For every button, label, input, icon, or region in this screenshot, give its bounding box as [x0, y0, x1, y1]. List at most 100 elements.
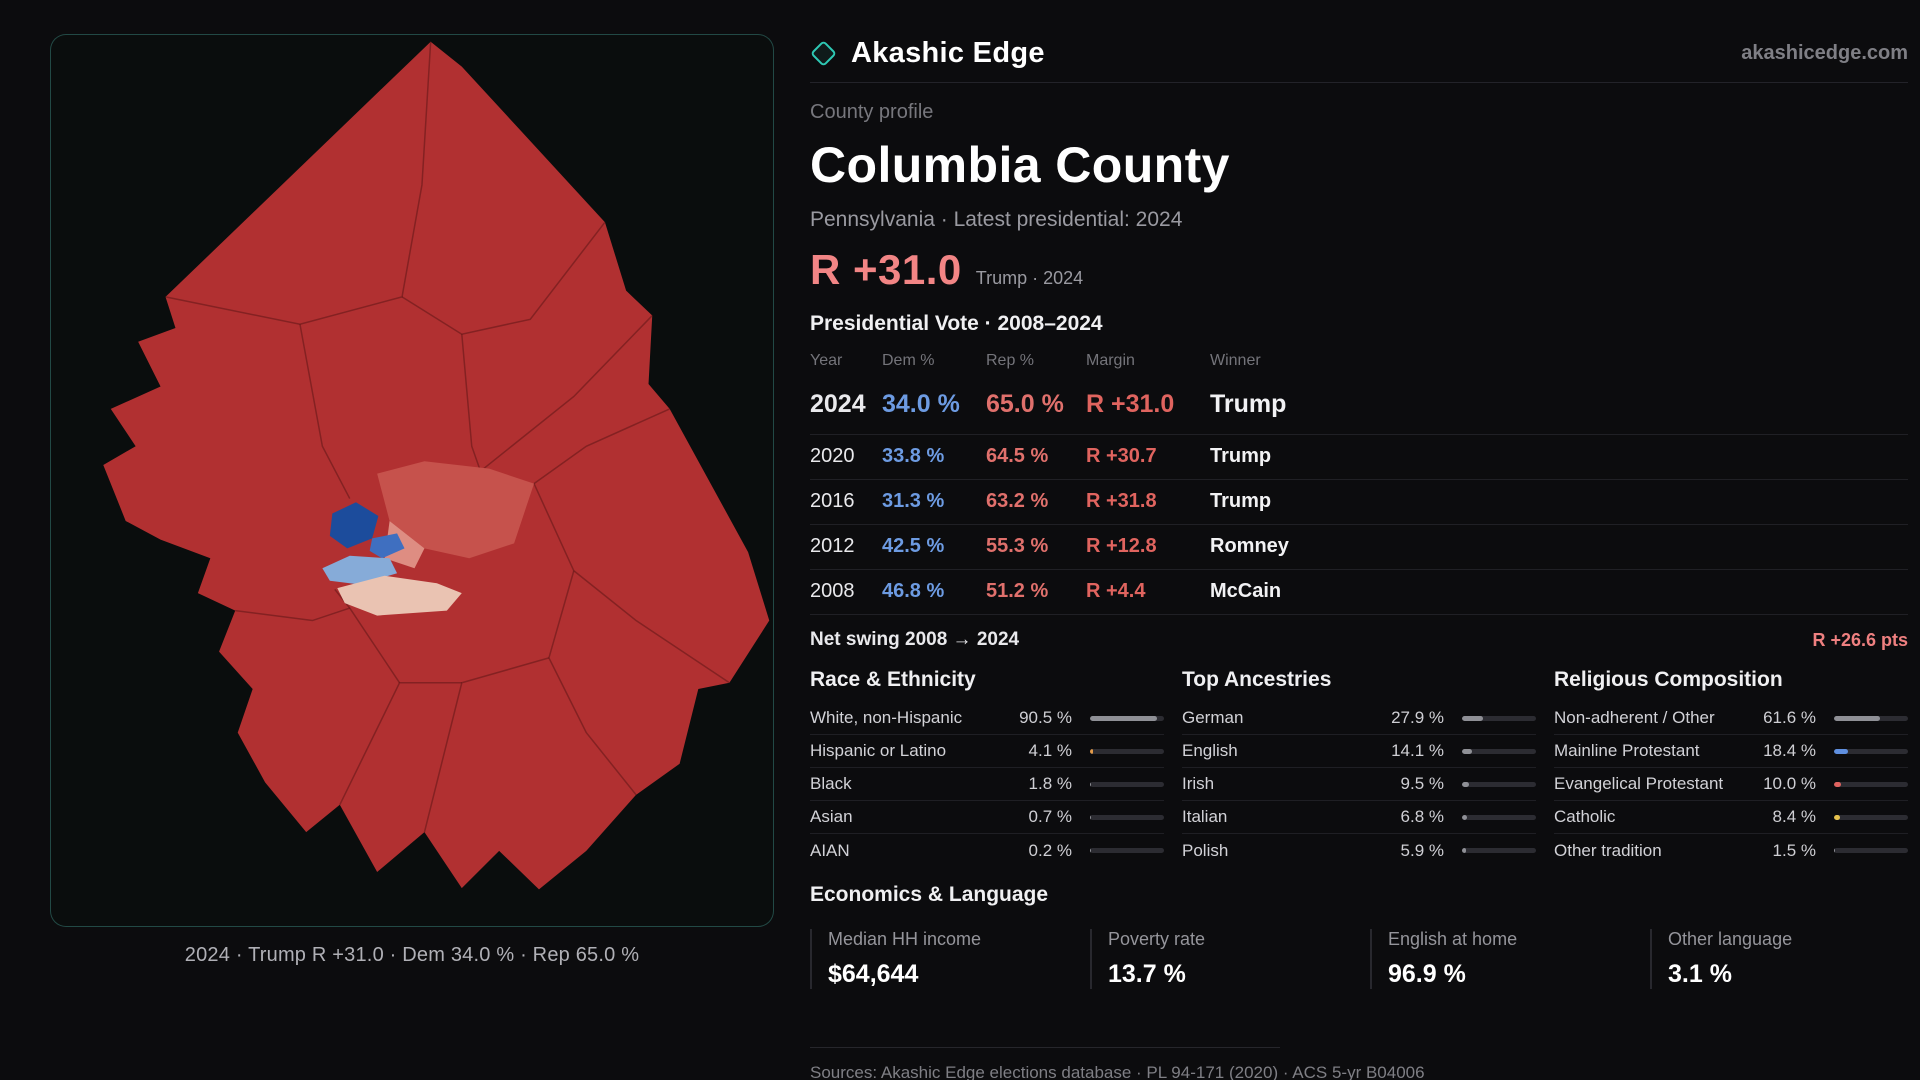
vote-column-header: Rep % [986, 352, 1035, 369]
demo-bar-fill [1090, 715, 1157, 721]
demo-bar [1462, 848, 1536, 853]
winner-cell: McCain [1210, 580, 1282, 602]
stat-value: 3.1 % [1668, 960, 1732, 988]
demo-value: 10.0 % [1763, 774, 1816, 793]
demo-label: Polish [1182, 840, 1229, 860]
demo-row: AIAN 0.2 % [810, 834, 1164, 867]
demo-value: 14.1 % [1391, 741, 1444, 760]
demo-bar-fill [1462, 715, 1483, 721]
demo-bar-fill [1090, 781, 1092, 787]
vote-row: 2016 31.3 % 63.2 % R +31.8 Trump [810, 480, 1908, 525]
demo-bar-fill [1834, 848, 1836, 853]
demo-label: Black [810, 774, 852, 793]
demo-row: White, non-Hispanic 90.5 % [810, 702, 1164, 735]
demo-bar-fill [1834, 781, 1842, 787]
demo-bar [1090, 814, 1164, 820]
vote-row: 2012 42.5 % 55.3 % R +12.8 Romney [810, 525, 1908, 570]
winner-cell: Romney [1210, 535, 1289, 557]
demo-row: German 27.9 % [1182, 702, 1536, 735]
header-divider [810, 82, 1908, 83]
year-cell: 2024 [810, 390, 866, 418]
demo-label: AIAN [810, 840, 850, 860]
demo-bar-fill [1462, 848, 1467, 853]
demo-bar [1834, 781, 1908, 787]
dem-cell: 34.0 % [882, 390, 960, 418]
dem-cell: 42.5 % [882, 535, 945, 557]
net-swing-row: Net swing 2008 → 2024 R +26.6 pts [810, 615, 1908, 664]
demographics-section: Race & Ethnicity White, non-Hispanic 90.5 … [810, 668, 1908, 867]
demo-row: English 14.1 % [1182, 735, 1536, 768]
demo-value: 9.5 % [1400, 774, 1444, 793]
demo-label: German [1182, 708, 1244, 727]
demo-column: Top Ancestries German 27.9 % English 14.1 % I… [1182, 668, 1536, 867]
winner-cell: Trump [1210, 390, 1287, 418]
economics-stats: Median HH income $64,644 Poverty rate 13.7 … [810, 929, 1908, 989]
vote-column-header: Dem % [882, 352, 935, 369]
demo-bar [1462, 814, 1536, 820]
rep-cell: 63.2 % [986, 490, 1049, 512]
diamond-logo-icon [810, 39, 837, 67]
year-cell: 2020 [810, 445, 855, 467]
demo-row: Non-adherent / Other 61.6 % [1554, 702, 1908, 735]
brand-domain-link[interactable]: akashicedge.com [1741, 41, 1908, 64]
demo-value: 61.6 % [1763, 708, 1816, 727]
demo-bar [1834, 715, 1908, 721]
demo-row: Other tradition 1.5 % [1554, 834, 1908, 867]
vote-column-header: Year [810, 352, 843, 369]
demo-column-title: Race & Ethnicity [810, 668, 976, 691]
demo-value: 4.1 % [1028, 741, 1072, 760]
demo-bar [1834, 748, 1908, 754]
dem-cell: 33.8 % [882, 445, 945, 467]
header: Akashic Edge akashicedge.com [810, 36, 1908, 70]
stat-value: 96.9 % [1388, 960, 1466, 988]
demo-label: Catholic [1554, 807, 1616, 826]
demo-label: Non-adherent / Other [1554, 708, 1715, 727]
precinct-mid-blue [369, 533, 405, 559]
stat-label: Median HH income [828, 929, 982, 949]
stat-label: Other language [1668, 929, 1793, 949]
demo-bar-fill [1090, 848, 1092, 853]
demo-bar [1834, 814, 1908, 820]
year-cell: 2012 [810, 535, 855, 557]
stat-box: English at home 96.9 % [1370, 929, 1650, 989]
demo-row: Polish 5.9 % [1182, 834, 1536, 867]
demo-bar-fill [1834, 715, 1880, 721]
rep-cell: 65.0 % [986, 390, 1064, 418]
demo-bar-fill [1462, 748, 1473, 754]
demo-value: 1.5 % [1772, 840, 1816, 860]
vote-table-title: Presidential Vote · 2008–2024 [810, 312, 1103, 335]
headline: R +31.0 Trump · 2024 [810, 246, 1908, 294]
stat-value: 13.7 % [1108, 960, 1186, 988]
rep-cell: 64.5 % [986, 445, 1049, 467]
demo-value: 0.7 % [1028, 807, 1072, 826]
demo-bar [1090, 748, 1164, 754]
demo-column: Race & Ethnicity White, non-Hispanic 90.5 … [810, 668, 1164, 867]
precinct-boundaries [165, 41, 730, 833]
demo-value: 0.2 % [1028, 840, 1072, 860]
margin-cell: R +12.8 [1086, 535, 1157, 557]
winner-cell: Trump [1210, 490, 1272, 512]
precinct-light-red [377, 461, 534, 559]
demo-label: White, non-Hispanic [810, 708, 963, 727]
margin-cell: R +31.0 [1086, 390, 1175, 418]
demo-row: Irish 9.5 % [1182, 768, 1536, 801]
demo-bar-fill [1462, 814, 1468, 820]
demo-value: 1.8 % [1028, 774, 1072, 793]
demo-row: Catholic 8.4 % [1554, 801, 1908, 834]
margin-cell: R +30.7 [1086, 445, 1157, 467]
demo-label: English [1182, 741, 1238, 760]
demo-bar-fill [1834, 814, 1841, 820]
demo-column-title: Top Ancestries [1182, 668, 1332, 691]
sources-text: Sources: Akashic Edge elections database… [810, 1063, 1425, 1080]
demo-value: 18.4 % [1763, 741, 1816, 760]
demo-value: 90.5 % [1019, 708, 1072, 727]
demo-bar [1834, 848, 1908, 853]
demo-label: Hispanic or Latino [810, 741, 947, 760]
demo-label: Irish [1182, 774, 1215, 793]
precinct-lighter-red [384, 520, 425, 569]
vote-table-header: Year Dem % Rep % Margin Winner [810, 352, 1908, 378]
demo-bar-fill [1462, 781, 1470, 787]
demo-label: Evangelical Protestant [1554, 774, 1724, 793]
economics-title: Economics & Language [810, 883, 1049, 906]
